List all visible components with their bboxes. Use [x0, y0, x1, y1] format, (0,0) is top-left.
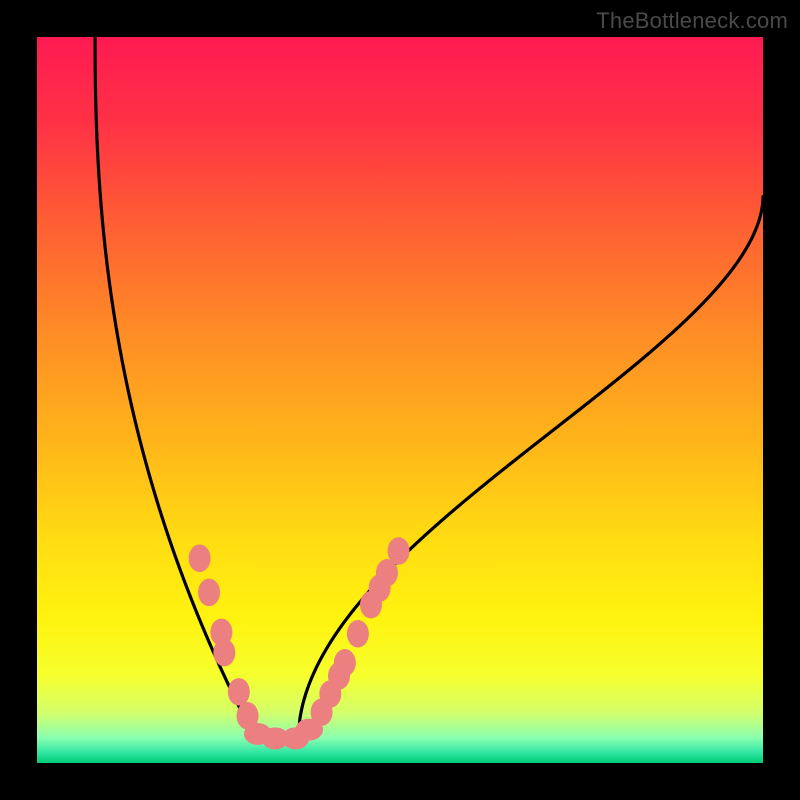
- plot-background: [37, 37, 763, 763]
- marker-point: [228, 678, 250, 706]
- marker-point: [198, 579, 220, 607]
- marker-point: [334, 649, 356, 677]
- marker-point: [347, 620, 369, 648]
- chart-container: TheBottleneck.com: [0, 0, 800, 800]
- marker-point: [213, 639, 235, 667]
- marker-point: [388, 537, 410, 565]
- marker-point: [189, 545, 211, 573]
- bottleneck-chart: [0, 0, 800, 800]
- watermark-label: TheBottleneck.com: [596, 8, 788, 34]
